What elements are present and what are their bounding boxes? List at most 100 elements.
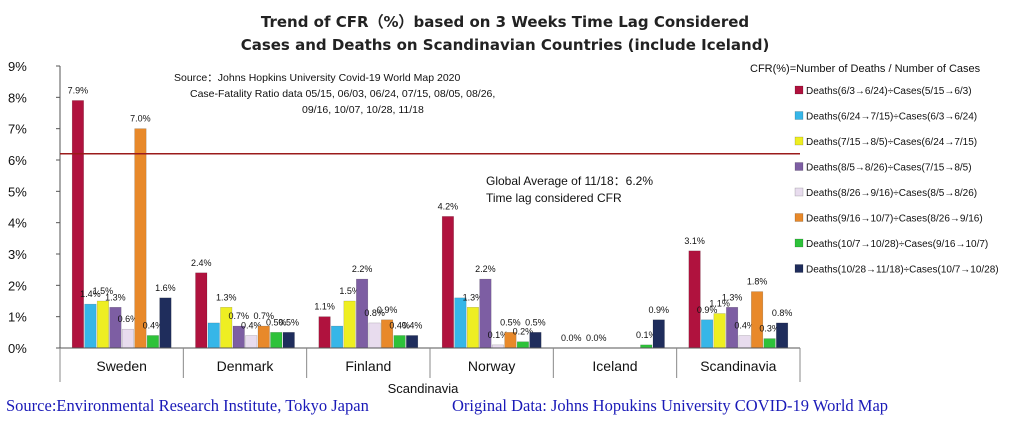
bar xyxy=(529,332,542,349)
bar xyxy=(245,335,258,349)
data-label: 1.5% xyxy=(93,286,114,296)
bar xyxy=(159,297,172,349)
y-tick-label: 4% xyxy=(8,216,27,231)
data-label: 2.2% xyxy=(475,264,496,274)
source-annotation-line-1: Source：Johns Hopkins University Covid-19… xyxy=(174,72,461,84)
legend-label: Deaths(6/24→7/15)÷Cases(6/3→6/24) xyxy=(806,112,977,123)
y-axis: 0% 1% 2% 3% 4% 5% 6% 7% 8% 9% xyxy=(8,59,61,356)
x-axis-title: Scandinavia xyxy=(388,381,460,396)
bar xyxy=(368,322,381,349)
data-label: 1.1% xyxy=(709,299,730,309)
legend-label: Deaths(7/15→8/5)÷Cases(6/24→7/15) xyxy=(806,137,977,148)
data-label: 0.8% xyxy=(772,308,793,318)
bar xyxy=(441,216,454,349)
legend-swatch xyxy=(794,85,804,95)
bar xyxy=(466,307,479,349)
bar xyxy=(146,335,159,349)
data-label: 0.5% xyxy=(266,317,287,327)
data-label: 1.1% xyxy=(314,302,335,312)
data-label: 0.9% xyxy=(377,305,398,315)
data-label: 0.8% xyxy=(364,308,385,318)
legend-label: Deaths(8/5→8/26)÷Cases(7/15→8/5) xyxy=(806,163,972,174)
legend-swatch xyxy=(794,162,804,171)
data-label: 0.2% xyxy=(513,327,534,337)
chart-title-line-2: Cases and Deaths on Scandinavian Countri… xyxy=(241,36,770,54)
bar xyxy=(270,332,283,349)
y-tick-label: 1% xyxy=(8,310,27,325)
data-label: 0.4% xyxy=(734,320,755,330)
legend-swatch xyxy=(794,136,804,146)
bar xyxy=(318,316,331,349)
bar xyxy=(282,332,295,349)
bar xyxy=(713,313,726,349)
category-label: Norway xyxy=(468,358,515,374)
reference-line-label-1: Global Average of 11/18：6.2% xyxy=(486,174,653,188)
bar xyxy=(652,319,665,349)
legend-label: Deaths(10/28→11/18)÷Cases(10/7→10/28) xyxy=(806,265,999,276)
legend-swatch xyxy=(794,213,804,222)
y-tick-label: 9% xyxy=(8,59,27,74)
data-label: 0.4% xyxy=(402,320,423,330)
bar xyxy=(738,335,751,349)
category-label: Sweden xyxy=(96,358,147,374)
legend-header: CFR(%)=Number of Deaths / Number of Case… xyxy=(750,63,981,75)
data-label: 0.9% xyxy=(648,305,669,315)
data-label: 0.1% xyxy=(636,330,657,340)
chart-title-line-1: Trend of CFR（%）based on 3 Weeks Time Lag… xyxy=(261,13,749,31)
data-label: 0.5% xyxy=(278,317,299,327)
data-label: 0.9% xyxy=(697,305,718,315)
data-label: 0.3% xyxy=(759,324,780,334)
data-label: 0.4% xyxy=(241,320,262,330)
cfr-bar-chart: Trend of CFR（%）based on 3 Weeks Time Lag… xyxy=(8,13,999,396)
bar xyxy=(393,335,406,349)
y-tick-label: 3% xyxy=(8,247,27,262)
footer-source: Source:Environmental Research Institute,… xyxy=(6,396,369,415)
y-tick-label: 7% xyxy=(8,122,27,137)
data-label: 0.5% xyxy=(525,317,546,327)
legend-label: Deaths(9/16→10/7)÷Cases(8/26→9/16) xyxy=(806,214,983,225)
data-label: 0.6% xyxy=(118,314,139,324)
bar xyxy=(688,250,701,349)
legend-label: Deaths(6/3→6/24)÷Cases(5/15→6/3) xyxy=(806,86,972,97)
bar xyxy=(763,338,776,349)
plot-area: 7.9%1.4%1.5%1.3%0.6%7.0%0.4%1.6%2.4%1.3%… xyxy=(60,85,800,349)
data-label: 1.3% xyxy=(722,292,743,302)
data-label: 2.4% xyxy=(191,258,212,268)
data-label: 1.3% xyxy=(105,292,126,302)
footer-original-data: Original Data: Johns Hopukins University… xyxy=(452,396,889,415)
legend-label: Deaths(10/7→10/28)÷Cases(9/16→10/7) xyxy=(806,239,988,250)
legend-label: Deaths(8/26→9/16)÷Cases(8/5→8/26) xyxy=(806,188,977,199)
data-label: 1.3% xyxy=(216,292,237,302)
category-label: Finland xyxy=(345,358,391,374)
bar xyxy=(96,300,109,349)
reference-line-label-2: Time lag considered CFR xyxy=(486,191,622,205)
legend-swatch xyxy=(794,238,804,248)
legend-swatch xyxy=(794,264,804,273)
bar xyxy=(84,303,97,349)
legend: CFR(%)=Number of Deaths / Number of Case… xyxy=(750,63,999,276)
y-tick-label: 6% xyxy=(8,153,27,168)
data-label: 1.8% xyxy=(747,277,768,287)
data-label: 1.4% xyxy=(80,289,101,299)
bar xyxy=(516,341,529,349)
bar xyxy=(71,100,84,349)
category-label: Denmark xyxy=(217,358,275,374)
data-label: 0.7% xyxy=(253,311,274,321)
bar xyxy=(343,300,356,349)
category-label: Iceland xyxy=(592,358,637,374)
bar xyxy=(121,328,134,349)
data-label: 7.9% xyxy=(68,85,89,95)
y-tick-label: 2% xyxy=(8,278,27,293)
y-tick-label: 5% xyxy=(8,184,27,199)
legend-swatch xyxy=(794,187,804,197)
bar xyxy=(454,297,467,349)
data-label: 1.3% xyxy=(463,292,484,302)
data-label: 3.1% xyxy=(684,236,705,246)
bar xyxy=(701,319,714,349)
source-annotation-line-3: 09/16, 10/07, 10/28, 11/18 xyxy=(302,104,424,116)
data-label: 0.4% xyxy=(143,320,164,330)
data-label: 2.2% xyxy=(352,264,373,274)
data-label: 0.1% xyxy=(488,330,509,340)
category-label: Scandinavia xyxy=(700,358,776,374)
